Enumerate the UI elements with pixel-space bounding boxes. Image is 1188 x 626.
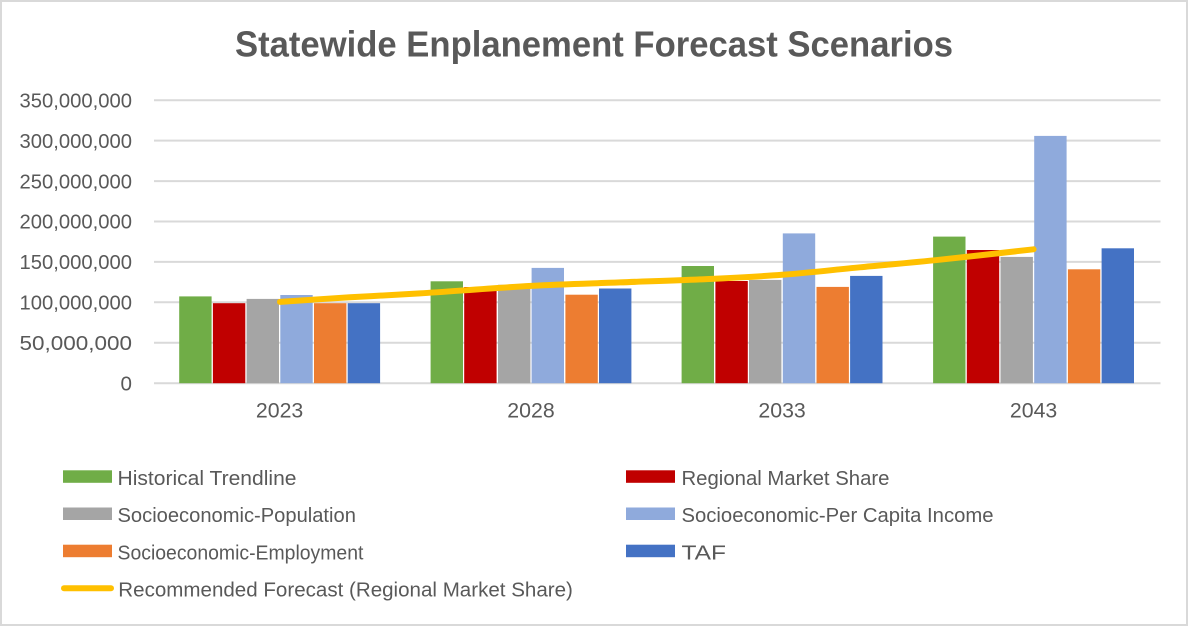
svg-text:0: 0 (121, 372, 132, 395)
svg-text:2028: 2028 (507, 399, 554, 423)
svg-text:2043: 2043 (1010, 399, 1057, 423)
svg-text:Socioeconomic-Employment: Socioeconomic-Employment (118, 542, 364, 564)
svg-text:Socioeconomic-Population: Socioeconomic-Population (118, 505, 356, 527)
svg-text:Statewide Enplanement Forecast: Statewide Enplanement Forecast Scenarios (235, 24, 953, 65)
svg-text:150,000,000: 150,000,000 (20, 251, 133, 274)
svg-text:350,000,000: 350,000,000 (20, 89, 133, 112)
svg-text:Regional Market Share: Regional Market Share (682, 468, 890, 490)
svg-text:TAF: TAF (682, 542, 727, 564)
svg-text:200,000,000: 200,000,000 (20, 211, 133, 234)
svg-text:2023: 2023 (256, 399, 303, 423)
svg-text:250,000,000: 250,000,000 (20, 170, 133, 193)
svg-text:50,000,000: 50,000,000 (20, 332, 133, 355)
svg-text:2033: 2033 (758, 399, 805, 423)
svg-text:300,000,000: 300,000,000 (20, 130, 133, 153)
svg-text:Recommended Forecast (Regional: Recommended Forecast (Regional Market Sh… (118, 580, 573, 602)
svg-text:Socioeconomic-Per Capita Incom: Socioeconomic-Per Capita Income (682, 505, 994, 527)
svg-text:100,000,000: 100,000,000 (20, 292, 133, 315)
svg-text:Historical Trendline: Historical Trendline (118, 468, 297, 490)
